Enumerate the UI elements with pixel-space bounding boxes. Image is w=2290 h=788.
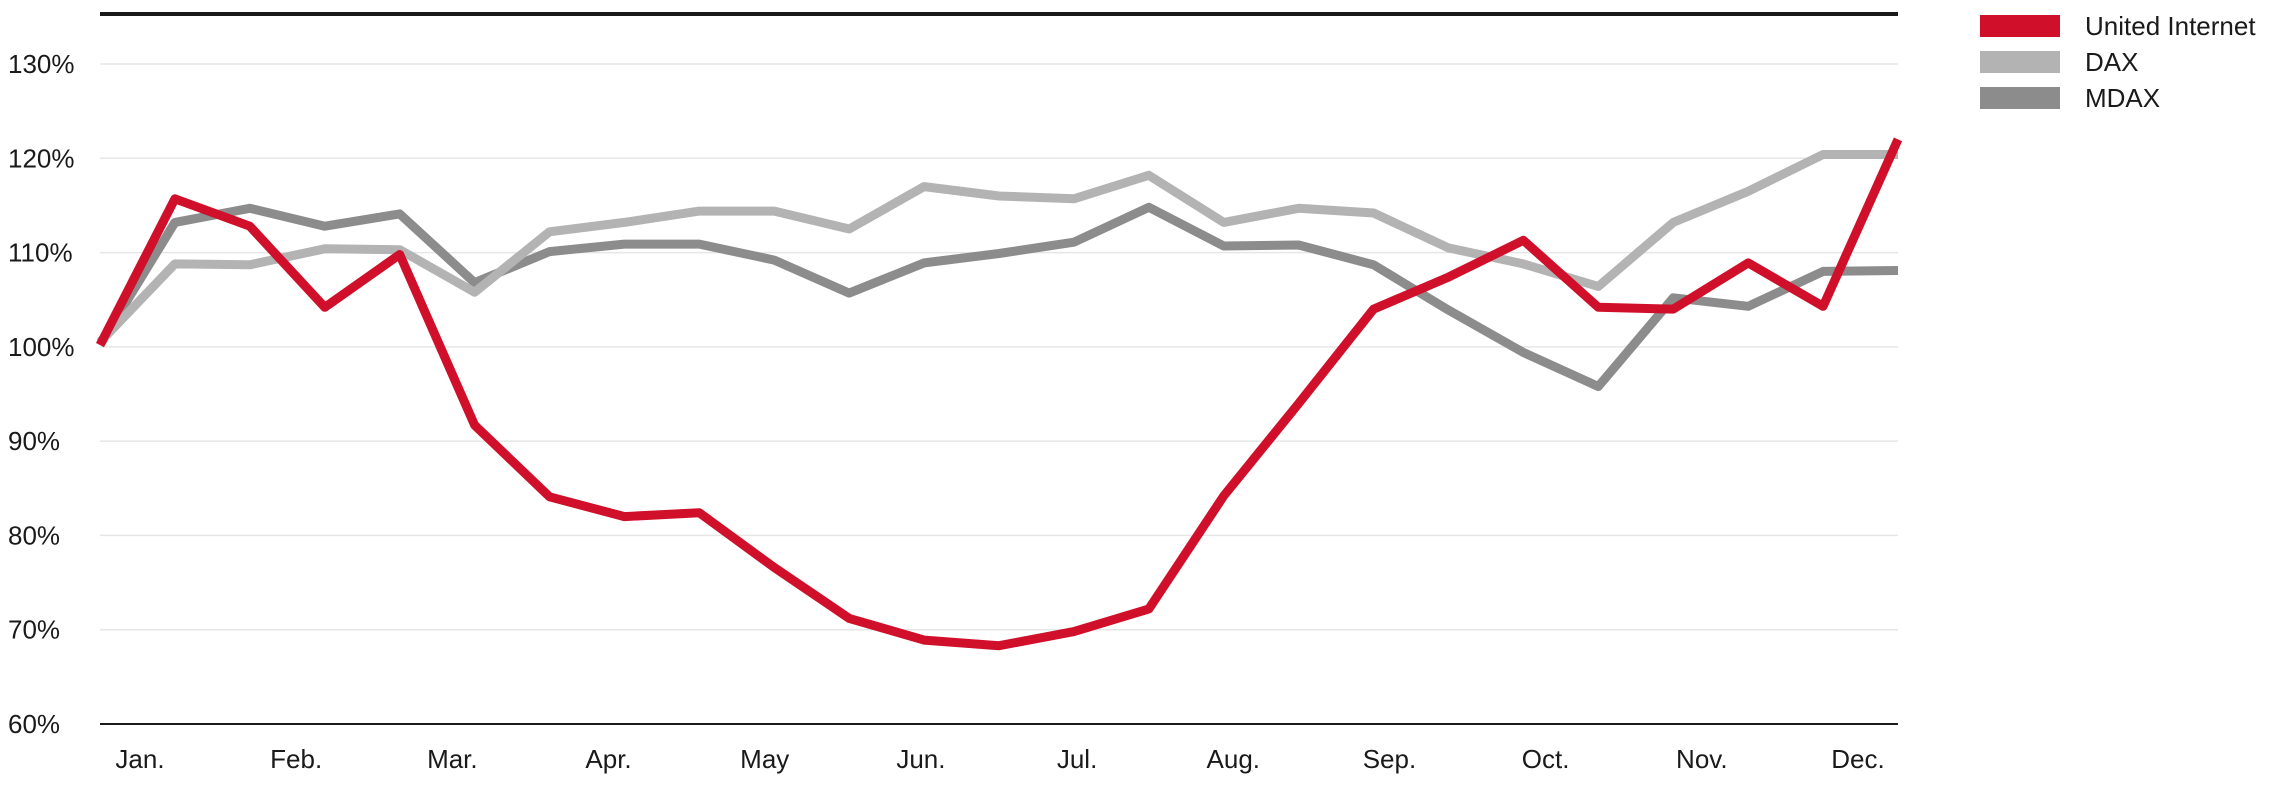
legend-label: United Internet xyxy=(2085,11,2256,41)
x-tick-label: Aug. xyxy=(1207,744,1261,774)
y-tick-label: 70% xyxy=(8,615,60,645)
legend-swatch xyxy=(1980,15,2060,37)
legend-label: MDAX xyxy=(2085,83,2160,113)
series-line-dax xyxy=(96,150,1898,346)
series-lines xyxy=(95,137,1903,651)
x-tick-label: Sep. xyxy=(1363,744,1417,774)
legend-label: DAX xyxy=(2085,47,2138,77)
x-tick-label: Apr. xyxy=(585,744,631,774)
y-tick-label: 100% xyxy=(8,332,75,362)
x-tick-label: May xyxy=(740,744,789,774)
x-tick-label: Oct. xyxy=(1522,744,1570,774)
y-tick-label: 130% xyxy=(8,49,75,79)
y-tick-label: 120% xyxy=(8,143,75,173)
y-tick-label: 60% xyxy=(8,709,60,739)
series-line-mdax xyxy=(96,202,1899,391)
x-tick-label: Jun. xyxy=(896,744,945,774)
y-tick-label: 90% xyxy=(8,426,60,456)
y-axis-tick-labels: 130% 120% 110% 100% 90% 80% 70% 60% xyxy=(8,49,75,739)
x-tick-label: Mar. xyxy=(427,744,478,774)
x-tick-label: Jul. xyxy=(1057,744,1097,774)
y-tick-label: 110% xyxy=(8,238,73,268)
y-tick-label: 80% xyxy=(8,520,60,550)
legend-swatch xyxy=(1980,51,2060,73)
x-tick-label: Feb. xyxy=(270,744,322,774)
series-line-united-internet xyxy=(95,137,1903,651)
legend-swatch xyxy=(1980,87,2060,109)
x-tick-label: Jan. xyxy=(115,744,164,774)
x-axis-tick-labels: Jan. Feb. Mar. Apr. May Jun. Jul. Aug. Sep. Oct. N… xyxy=(115,744,1884,774)
x-tick-label: Dec. xyxy=(1831,744,1884,774)
x-tick-label: Nov. xyxy=(1676,744,1728,774)
legend: United Internet DAX MDAX xyxy=(1980,11,2256,113)
